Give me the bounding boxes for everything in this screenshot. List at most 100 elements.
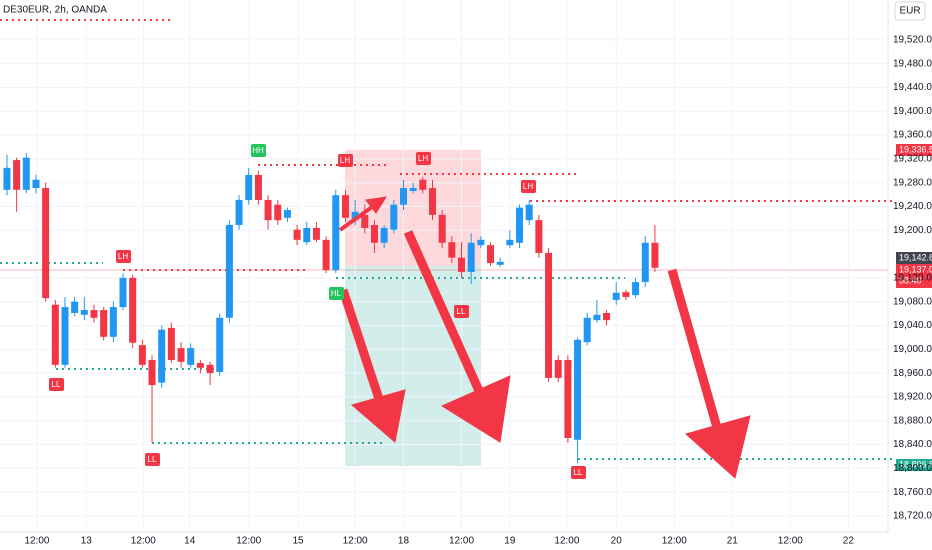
annotation-box bbox=[329, 287, 344, 300]
candle-body bbox=[535, 220, 543, 253]
candle-body bbox=[22, 157, 30, 190]
annotation: HH bbox=[252, 146, 264, 155]
candle-body bbox=[399, 188, 407, 205]
candle-body bbox=[370, 224, 378, 243]
candle-body bbox=[148, 360, 156, 386]
annotation-box bbox=[454, 305, 469, 318]
arrow bbox=[338, 288, 386, 407]
badge-box bbox=[896, 264, 932, 288]
candle-body bbox=[138, 345, 146, 365]
y-tick-label: 19,400.0 bbox=[893, 106, 932, 117]
candle-body bbox=[42, 188, 50, 299]
candle-body bbox=[361, 214, 369, 228]
x-tick-label: 12:00 bbox=[662, 536, 687, 547]
x-tick-label: 12:00 bbox=[778, 536, 803, 547]
y-tick-label: 18,920.0 bbox=[893, 392, 932, 403]
y-tick-label: 19,000.0 bbox=[893, 344, 932, 355]
annotation: LL bbox=[148, 455, 157, 464]
candle-body bbox=[90, 310, 98, 318]
annotation-box bbox=[145, 453, 160, 466]
candle-body bbox=[545, 252, 553, 378]
arrow bbox=[403, 230, 489, 404]
price-badge: 18,806.6 bbox=[899, 459, 932, 469]
x-tick-label: 19 bbox=[504, 536, 516, 547]
y-tick-label: 19,040.0 bbox=[893, 320, 932, 331]
candle-body bbox=[554, 360, 562, 378]
x-tick-label: 18 bbox=[398, 536, 410, 547]
candle-body bbox=[254, 174, 262, 200]
candle-body bbox=[583, 317, 591, 343]
candle-body bbox=[351, 211, 359, 221]
candle-body bbox=[303, 227, 311, 243]
candle-body bbox=[341, 195, 349, 218]
candle-body bbox=[477, 239, 485, 246]
x-tick-label: 22 bbox=[843, 536, 855, 547]
y-tick-label: 19,360.0 bbox=[893, 130, 932, 141]
candle-body bbox=[496, 261, 504, 265]
x-tick-label: 12:00 bbox=[131, 536, 156, 547]
candle-body bbox=[564, 360, 572, 438]
x-tick-label: 12:00 bbox=[449, 536, 474, 547]
candle-body bbox=[264, 199, 272, 221]
y-tick-label: 19,200.0 bbox=[893, 225, 932, 236]
arrow-head bbox=[365, 196, 387, 214]
price-badge: 19,137.0 bbox=[899, 264, 932, 274]
x-tick-label: 12:00 bbox=[24, 536, 49, 547]
price-badge: 19,336.5 bbox=[899, 144, 932, 154]
candle-body bbox=[487, 245, 495, 264]
y-tick-label: 19,520.0 bbox=[893, 35, 932, 46]
x-tick-label: 12:00 bbox=[343, 536, 368, 547]
candle-body bbox=[196, 362, 204, 368]
y-tick-label: 19,240.0 bbox=[893, 201, 932, 212]
candle-body bbox=[206, 364, 214, 374]
candle-body bbox=[574, 339, 582, 440]
annotation-box bbox=[521, 180, 536, 193]
y-tick-label: 19,120.0 bbox=[893, 273, 932, 284]
badge-box bbox=[896, 144, 932, 156]
annotation-box bbox=[416, 152, 431, 165]
candle-body bbox=[216, 317, 224, 372]
y-tick-label: 18,720.0 bbox=[893, 511, 932, 522]
currency-box bbox=[894, 1, 926, 21]
candle-body bbox=[612, 292, 620, 300]
candle-body bbox=[622, 292, 630, 297]
candles bbox=[3, 152, 659, 464]
countdown: 58:40 bbox=[899, 275, 922, 285]
candle-body bbox=[158, 329, 166, 383]
arrow bbox=[667, 268, 725, 440]
x-tick-label: 15 bbox=[293, 536, 305, 547]
annotation-box bbox=[338, 154, 353, 167]
candle-body bbox=[187, 348, 195, 365]
annotation: LL bbox=[457, 307, 466, 316]
annotation-box bbox=[116, 250, 131, 263]
annotations: HH LH LH LH LH HL LL LL LL LL bbox=[49, 144, 586, 479]
candle-body bbox=[651, 242, 659, 268]
currency: EUR bbox=[899, 6, 920, 17]
candle-body bbox=[458, 257, 466, 272]
candle-body bbox=[100, 310, 108, 337]
candle-body bbox=[71, 301, 79, 314]
badge-box bbox=[896, 459, 932, 471]
y-tick-label: 18,840.0 bbox=[893, 439, 932, 450]
annotation: LL bbox=[574, 468, 583, 477]
x-tick-label: 13 bbox=[81, 536, 93, 547]
candle-body bbox=[322, 239, 330, 271]
candle-body bbox=[167, 327, 175, 361]
candle-body bbox=[438, 214, 446, 243]
y-tick-label: 19,080.0 bbox=[893, 296, 932, 307]
candle-body bbox=[467, 242, 475, 272]
annotation-box bbox=[49, 378, 64, 391]
price-badge: 19,142.6 bbox=[899, 252, 932, 262]
candle-body bbox=[380, 227, 388, 243]
candle-body bbox=[603, 313, 611, 321]
candle-body bbox=[428, 188, 436, 215]
x-tick-label: 12:00 bbox=[236, 536, 261, 547]
candle-body bbox=[3, 167, 11, 190]
annotation: LL bbox=[52, 380, 61, 389]
badge-box bbox=[896, 252, 932, 264]
arrow-head bbox=[440, 375, 511, 443]
x-tick-label: 12:00 bbox=[554, 536, 579, 547]
candle-body bbox=[516, 207, 524, 243]
candle-body bbox=[409, 188, 417, 192]
candle-body bbox=[641, 242, 649, 283]
